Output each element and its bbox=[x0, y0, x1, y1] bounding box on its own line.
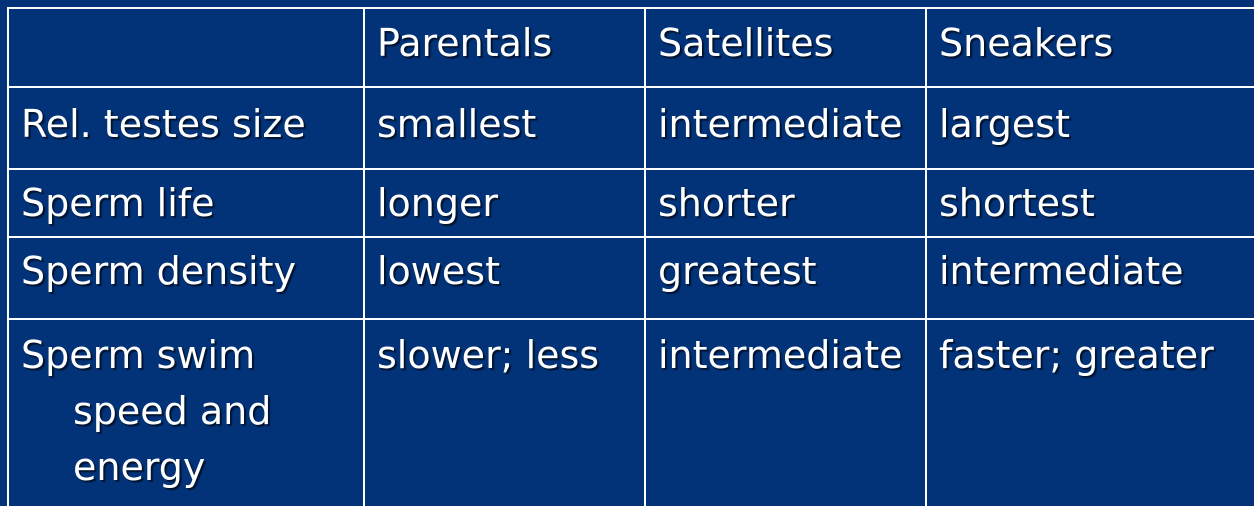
table-row: Sperm life longer shorter shortest bbox=[7, 168, 1254, 238]
table-cell: intermediate bbox=[925, 236, 1254, 320]
table-cell: slower; less bbox=[363, 318, 646, 506]
header-cell-empty bbox=[7, 7, 365, 88]
table-cell: shorter bbox=[644, 168, 927, 238]
row-label-line: Sperm swim bbox=[21, 333, 256, 377]
table-row: Sperm swim speed and energy slower; less… bbox=[7, 318, 1254, 506]
comparison-table: Parentals Satellites Sneakers Rel. teste… bbox=[7, 7, 1254, 506]
table-cell: intermediate bbox=[644, 86, 927, 170]
table-cell: lowest bbox=[363, 236, 646, 320]
table-row: Sperm density lowest greatest intermedia… bbox=[7, 236, 1254, 320]
row-label: Rel. testes size bbox=[7, 86, 365, 170]
table-cell: smallest bbox=[363, 86, 646, 170]
row-label-line: energy bbox=[73, 445, 206, 489]
header-cell-parentals: Parentals bbox=[363, 7, 646, 88]
row-label: Sperm swim speed and energy bbox=[7, 318, 365, 506]
row-label-line: speed and bbox=[73, 389, 272, 433]
table-header-row: Parentals Satellites Sneakers bbox=[7, 7, 1254, 88]
table-cell: shortest bbox=[925, 168, 1254, 238]
row-label: Sperm density bbox=[7, 236, 365, 320]
table-cell: faster; greater bbox=[925, 318, 1254, 506]
table-cell: largest bbox=[925, 86, 1254, 170]
table-cell: intermediate bbox=[644, 318, 927, 506]
header-cell-satellites: Satellites bbox=[644, 7, 927, 88]
table-cell: longer bbox=[363, 168, 646, 238]
header-cell-sneakers: Sneakers bbox=[925, 7, 1254, 88]
table-cell: greatest bbox=[644, 236, 927, 320]
row-label: Sperm life bbox=[7, 168, 365, 238]
table-row: Rel. testes size smallest intermediate l… bbox=[7, 86, 1254, 170]
